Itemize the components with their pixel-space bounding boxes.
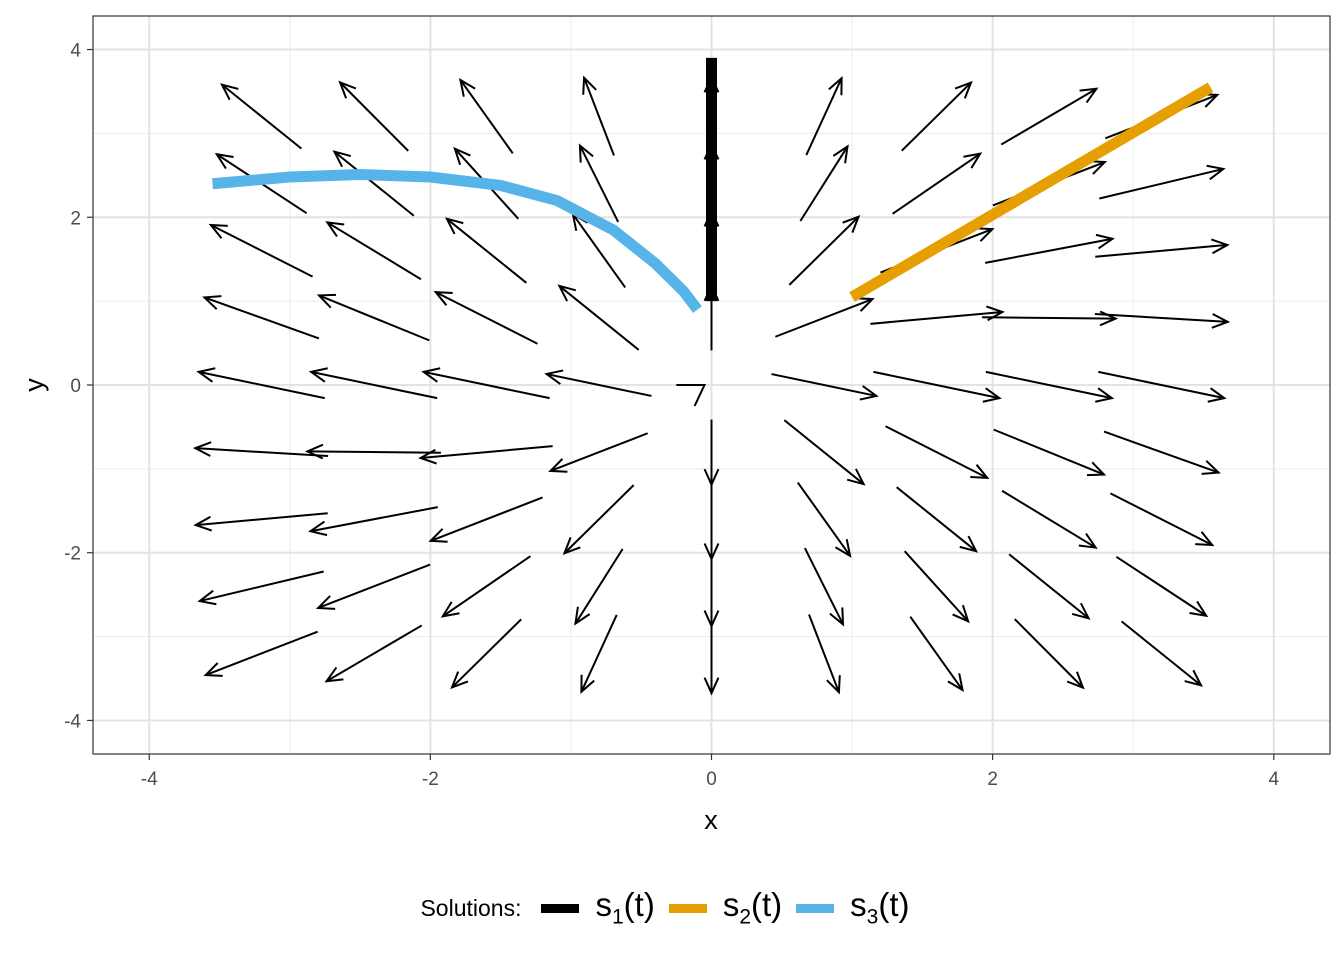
y-tick-label: 4	[70, 41, 81, 62]
solution-curves	[212, 57, 1214, 313]
x-axis-title: x	[704, 805, 718, 835]
vector-arrow	[548, 432, 649, 473]
vector-arrow	[433, 291, 538, 345]
vector-arrow	[788, 215, 861, 286]
vector-arrow	[774, 297, 875, 338]
vector-arrow	[771, 373, 879, 401]
legend-label-s2: s2(t)	[722, 886, 783, 929]
vector-arrow	[985, 233, 1115, 264]
vector-arrow	[703, 613, 720, 696]
vector-arrow	[1115, 555, 1209, 618]
vector-arrow	[440, 555, 531, 618]
vector-arrow	[1014, 618, 1085, 690]
vector-arrow	[325, 221, 422, 281]
vector-arrow	[338, 80, 409, 152]
y-tick-label: -4	[64, 711, 81, 732]
legend-item-s2: s2(t)	[668, 886, 783, 930]
vector-arrow	[909, 616, 964, 693]
vector-arrow	[582, 75, 615, 156]
vector-arrow	[444, 217, 527, 284]
vector-arrow	[1001, 489, 1098, 549]
vector-arrow	[1008, 553, 1091, 620]
vector-arrow	[316, 293, 430, 342]
vector-arrow	[1000, 87, 1099, 146]
vector-arrow	[208, 223, 314, 278]
vector-arrow	[1109, 492, 1215, 547]
x-tick-label: 0	[706, 769, 717, 790]
solution-curve-s3	[212, 169, 702, 313]
vector-arrow	[805, 75, 843, 156]
vector-arrow	[332, 150, 415, 217]
legend-label-s3: s3(t)	[850, 886, 910, 929]
legend-key-s2	[668, 903, 707, 913]
vector-arrow	[1120, 620, 1203, 687]
vector-arrow	[799, 144, 849, 222]
x-tick-label: -4	[141, 769, 158, 790]
y-tick-label: -2	[64, 544, 81, 565]
vector-arrow	[308, 506, 438, 537]
vector-arrow	[885, 425, 990, 479]
vector-arrow	[985, 370, 1115, 403]
legend-key-s1	[541, 903, 580, 913]
vector-arrow	[873, 370, 1002, 403]
vector-arrow	[418, 445, 553, 465]
vector-arrow	[428, 496, 543, 543]
vector-arrow	[450, 618, 522, 690]
vector-arrow	[220, 83, 303, 150]
vector-arrow	[304, 443, 441, 460]
vector-arrow	[901, 80, 973, 152]
x-tick-label: 2	[987, 769, 998, 790]
vector-arrow	[993, 428, 1107, 477]
vector-arrow	[896, 486, 979, 553]
legend: Solutions: s1(t) s2(t) s3(t)	[0, 878, 1344, 938]
vector-arrow	[1094, 312, 1231, 329]
vector-arrow	[324, 624, 423, 683]
legend-item-s3: s3(t)	[796, 886, 910, 930]
y-axis-ticks: -4 -2 0 2 4	[64, 41, 93, 732]
vector-arrow	[808, 614, 841, 695]
vector-arrow	[892, 152, 983, 215]
vector-arrow	[1103, 430, 1221, 475]
vector-arrow	[796, 481, 852, 558]
vector-arrow	[1099, 164, 1226, 200]
vector-arrow	[1095, 238, 1230, 258]
x-axis-ticks: -4 -2 0 2 4	[141, 754, 1279, 790]
vector-arrow	[562, 484, 635, 555]
legend-label-s1: s1(t)	[595, 886, 655, 929]
vector-arrow	[1098, 370, 1227, 403]
vector-arrow	[578, 143, 620, 223]
y-tick-label: 0	[70, 376, 81, 397]
vector-arrow	[803, 547, 845, 627]
vector-arrow	[196, 367, 325, 400]
vector-arrow	[544, 369, 652, 397]
x-tick-label: 4	[1268, 769, 1279, 790]
vector-arrow	[459, 77, 514, 154]
vector-arrow	[574, 548, 624, 626]
y-axis-title: y	[19, 378, 49, 392]
x-tick-label: -2	[422, 769, 439, 790]
vector-arrow	[197, 570, 324, 606]
vector-arrow	[192, 441, 329, 458]
vector-arrow	[315, 563, 431, 610]
vector-arrow	[783, 419, 866, 486]
legend-title: Solutions:	[420, 894, 522, 921]
vector-arrow	[421, 367, 550, 400]
legend-item-s1: s1(t)	[541, 886, 655, 930]
vector-arrow	[557, 284, 640, 351]
y-tick-label: 2	[70, 208, 81, 229]
solution-curve-s2	[849, 82, 1214, 302]
vector-arrow	[203, 630, 319, 677]
vector-arrow	[580, 614, 618, 695]
vector-arrow	[308, 367, 438, 400]
vector-arrow	[903, 550, 970, 624]
legend-key-s3	[796, 903, 835, 913]
vector-arrow	[193, 512, 328, 532]
vector-arrow	[676, 384, 707, 407]
vector-arrow	[202, 295, 320, 340]
